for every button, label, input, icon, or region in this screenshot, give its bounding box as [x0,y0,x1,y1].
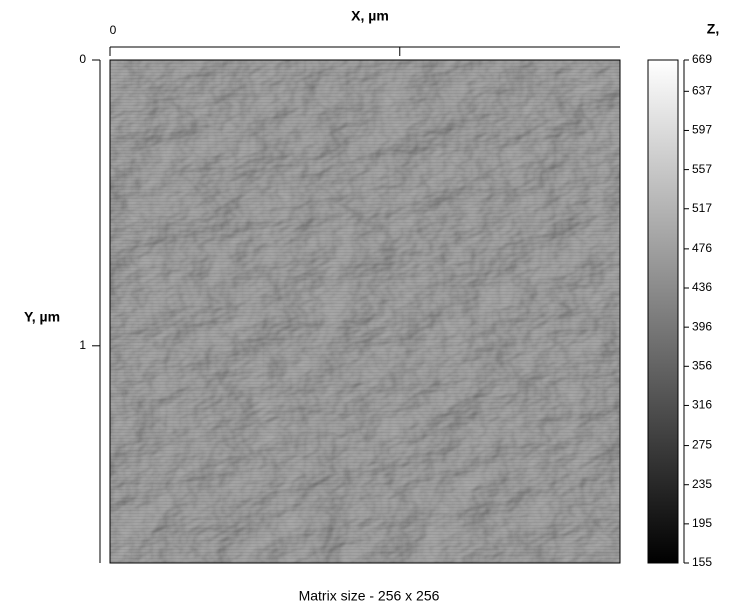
colorbar-tick-label: 235 [692,477,712,491]
colorbar-tick-label: 517 [692,201,712,215]
colorbar-tick-label: 316 [692,398,712,412]
colorbar-tick-label: 597 [692,123,712,137]
colorbar-tick-label: 436 [692,280,712,294]
colorbar-tick-label: 195 [692,516,712,530]
x-axis-title: X, µm [351,8,389,24]
scan-lines [110,60,620,563]
colorbar-tick-label: 356 [692,358,712,372]
colorbar-tick-label: 396 [692,319,712,333]
x-tick-label: 0 [110,23,117,37]
colorbar-tick-label: 669 [692,52,712,66]
colorbar [648,60,678,563]
colorbar-tick-label: 275 [692,438,712,452]
y-axis-title: Y, µm [24,309,60,325]
chart: X, µm Y, µm Z, Matrix size - 256 x 256 0… [0,0,738,609]
colorbar-tick-label: 637 [692,83,712,97]
colorbar-tick-label: 476 [692,241,712,255]
y-tick-label: 0 [79,52,86,66]
caption: Matrix size - 256 x 256 [299,588,440,604]
colorbar-tick-label: 557 [692,162,712,176]
colorbar-title: Z, [707,21,719,37]
y-tick-label: 1 [79,338,86,352]
colorbar-tick-label: 155 [692,555,712,569]
